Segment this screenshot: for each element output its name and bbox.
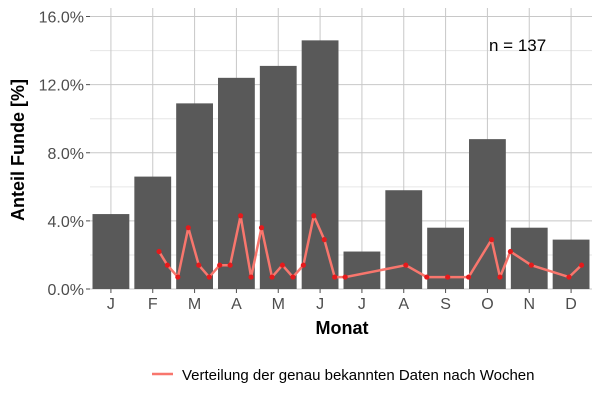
line-point xyxy=(489,237,495,243)
bar xyxy=(218,77,255,289)
y-tick-label: 12.0% xyxy=(39,78,84,95)
line-point xyxy=(269,274,275,280)
x-tick-label: J xyxy=(316,296,324,313)
line-point xyxy=(238,213,244,219)
line-point xyxy=(566,274,572,280)
x-tick-label: A xyxy=(231,296,242,313)
line-point xyxy=(185,225,191,231)
line-point xyxy=(217,262,223,268)
bar xyxy=(385,190,423,289)
line-point xyxy=(279,262,286,268)
line-point xyxy=(528,262,534,268)
y-axis-ticks: 0.0% 4.0% 8.0% 12.0% 16.0% xyxy=(39,10,90,299)
y-axis-title: Anteil Funde [%] xyxy=(8,79,28,221)
line-point xyxy=(497,274,503,280)
x-tick-label: N xyxy=(523,296,535,313)
line-point xyxy=(248,274,254,280)
line-point xyxy=(290,274,296,280)
bars xyxy=(92,40,590,290)
annotation-n: n = 137 xyxy=(489,36,546,55)
bar xyxy=(134,176,172,289)
line-point xyxy=(403,262,409,268)
line-point xyxy=(311,213,317,219)
y-tick-label: 0.0% xyxy=(48,282,84,299)
x-tick-label: J xyxy=(107,296,115,313)
line-point xyxy=(175,274,181,280)
bar xyxy=(469,139,506,289)
x-tick-label: M xyxy=(272,296,285,313)
line-point xyxy=(332,274,338,280)
x-tick-label: D xyxy=(565,296,577,313)
x-tick-label: A xyxy=(398,296,409,313)
line-series xyxy=(156,213,585,280)
x-tick-label: J xyxy=(358,296,366,313)
line-point xyxy=(258,225,265,231)
x-tick-label: F xyxy=(148,296,158,313)
x-tick-label: S xyxy=(440,296,451,313)
line-point xyxy=(445,274,451,280)
line-point xyxy=(424,274,430,280)
line-point xyxy=(227,262,233,268)
line-point xyxy=(342,274,348,280)
bar xyxy=(259,65,297,289)
legend: Verteilung der genau bekannten Daten nac… xyxy=(152,367,535,384)
y-tick-label: 8.0% xyxy=(48,146,84,163)
bar xyxy=(427,227,464,289)
bar xyxy=(510,227,548,289)
line-point xyxy=(507,248,514,255)
line-point xyxy=(156,248,162,255)
line-point xyxy=(578,262,585,268)
y-tick-label: 4.0% xyxy=(48,214,84,231)
line-point xyxy=(465,274,472,280)
legend-label: Verteilung der genau bekannten Daten nac… xyxy=(182,367,535,384)
line-point xyxy=(196,262,202,268)
line-point xyxy=(164,262,170,268)
bar xyxy=(92,214,130,289)
x-tick-label: M xyxy=(188,296,201,313)
line-point xyxy=(321,237,327,243)
x-tick-label: O xyxy=(481,296,493,313)
x-axis-title: Monat xyxy=(316,318,369,338)
y-tick-label: 16.0% xyxy=(39,10,84,27)
line-point xyxy=(206,274,212,280)
line-point xyxy=(300,262,306,268)
